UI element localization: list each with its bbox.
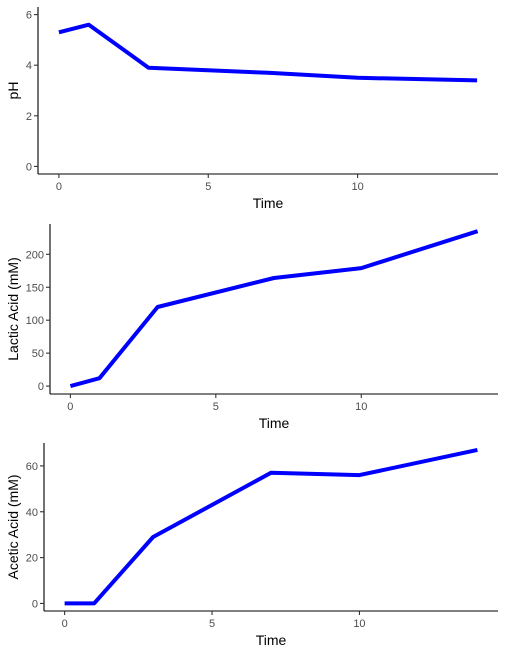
x-tick-label: 10 [351,181,363,193]
series-line-1 [69,229,479,389]
y-tick-label: 100 [26,315,44,327]
x-tick-label: 5 [213,401,219,413]
panel-1: 0 2 4 6 0 5 10 Time pH [5,7,498,211]
x-tick-label: 0 [67,401,73,413]
x-axis-title: Time [256,632,287,648]
x-tick-label: 5 [209,618,215,630]
y-tick-label: 40 [26,507,38,519]
series-line-1 [64,447,478,606]
y-axis-title: Acetic Acid (mM) [5,474,21,579]
y-tick-label: 0 [26,161,32,173]
y-tick-label: 60 [26,461,38,473]
y-tick-label: 20 [26,553,38,565]
x-tick-label: 10 [355,401,367,413]
y-tick-label: 200 [26,249,44,261]
x-axis-title: Time [253,195,284,211]
x-tick-label: 0 [62,618,68,630]
panel-3: 0 20 40 60 0 5 10 Time Acetic Acid (mM) [5,443,498,648]
y-axis-title: Lactic Acid (mM) [5,257,21,360]
x-axis-title: Time [259,415,290,431]
y-tick-label: 0 [38,381,44,393]
x-tick-label: 0 [56,181,62,193]
y-tick-label: 0 [32,598,38,610]
x-tick-label: 10 [353,618,365,630]
y-tick-label: 2 [26,111,32,123]
x-tick-label: 5 [205,181,211,193]
y-tick-label: 50 [32,348,44,360]
panel-2: 0 50 100 150 200 0 5 10 Time Lactic Acid (mM) [5,224,498,431]
y-tick-label: 6 [26,10,32,22]
y-tick-label: 150 [26,282,44,294]
series-line-1 [58,22,478,83]
y-axis-title: pH [5,82,21,100]
y-tick-label: 4 [26,60,32,72]
